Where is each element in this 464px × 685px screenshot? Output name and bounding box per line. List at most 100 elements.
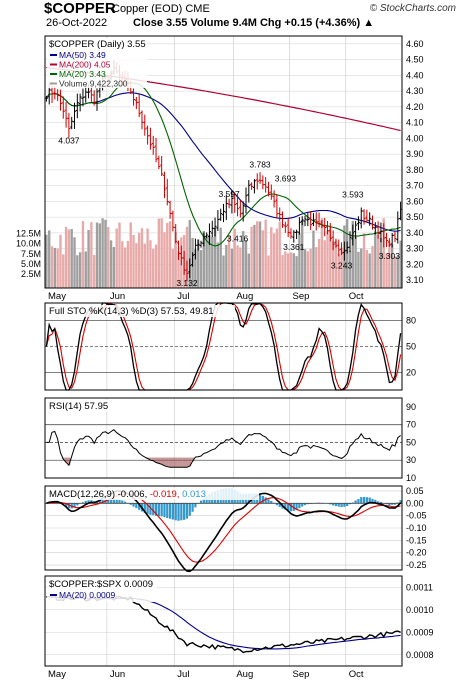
volume-bar — [267, 255, 270, 288]
volume-bar — [315, 247, 318, 288]
macd-histogram-bar — [76, 503, 79, 506]
price-panel-title: $COPPER (Daily) 3.55 — [49, 39, 146, 50]
volume-bar — [382, 218, 385, 288]
macd-histogram-bar — [371, 498, 374, 504]
macd-histogram-bar — [87, 500, 90, 504]
volume-bar — [143, 243, 146, 288]
volume-bar — [334, 240, 338, 288]
macd-tick-label: -0.20 — [406, 548, 427, 558]
macd-histogram-bar — [301, 503, 304, 507]
volume-bar — [298, 233, 301, 288]
price-annotation: 3.693 — [275, 174, 297, 184]
sto-panel-title: Full STO %K(14,3) %D(3) 57.53, 49.81 — [49, 306, 214, 317]
volume-bar — [137, 232, 141, 288]
rsi-oversold-fill — [160, 457, 164, 465]
volume-bar — [329, 226, 332, 288]
volume-bar — [174, 231, 177, 288]
volume-bar — [118, 222, 121, 288]
rsi-oversold-fill — [64, 457, 68, 463]
volume-bar — [323, 240, 326, 288]
volume-bar — [67, 229, 71, 288]
volume-bar — [121, 241, 124, 288]
volume-bar — [163, 232, 166, 288]
quote-date: 26-Oct-2022 — [46, 17, 108, 29]
volume-bar — [360, 248, 363, 288]
macd-histogram-bar — [152, 503, 155, 516]
volume-bar — [354, 236, 357, 288]
volume-bar — [376, 235, 380, 288]
macd-histogram-bar — [146, 503, 149, 514]
site-watermark: © StockCharts.com — [369, 3, 456, 14]
macd-histogram-bar — [129, 503, 132, 505]
rsi-tick-label: 90 — [406, 402, 416, 412]
price-tick-label: 4.00 — [406, 133, 424, 143]
legend-background — [47, 578, 157, 602]
volume-bar — [62, 254, 65, 288]
rs-ma-line — [46, 596, 401, 650]
volume-bar — [348, 250, 352, 288]
macd-histogram-bar — [303, 503, 307, 506]
macd-histogram-bar — [368, 497, 371, 504]
price-tick-label: 4.50 — [406, 55, 424, 65]
macd-histogram-bar — [278, 503, 281, 507]
rsi-oversold-fill — [165, 457, 169, 467]
rsi-oversold-fill — [171, 457, 175, 468]
volume-bar — [208, 234, 211, 288]
volume-bar — [177, 251, 180, 288]
volume-bar — [385, 253, 388, 288]
rsi-tick-label: 70 — [406, 420, 416, 430]
volume-bar — [331, 241, 335, 288]
rs-line — [46, 595, 401, 654]
price-tick-label: 4.60 — [406, 39, 424, 49]
volume-bar — [368, 253, 371, 288]
rsi-oversold-fill — [149, 457, 152, 461]
macd-histogram-bar — [346, 503, 349, 507]
legend-label: MA(50) 3.49 — [59, 50, 106, 60]
volume-bar — [261, 230, 265, 288]
volume-bar — [76, 255, 79, 288]
macd-histogram-bar — [194, 503, 197, 508]
rs-panel-title: $COPPER:$SPX 0.0009 — [49, 579, 153, 590]
macd-histogram-bar — [334, 503, 338, 507]
macd-histogram-bar — [166, 503, 169, 519]
volume-bar — [233, 228, 236, 288]
price-tick-label: 3.70 — [406, 181, 424, 191]
price-annotation: 3.416 — [227, 233, 249, 243]
volume-bar — [295, 256, 298, 288]
sto-tick-label: 20 — [406, 368, 416, 378]
macd-tick-label: -0.15 — [406, 535, 427, 545]
volume-bar — [53, 247, 57, 288]
macd-histogram-bar — [362, 496, 366, 504]
volume-bar — [393, 256, 397, 288]
volume-bar — [166, 222, 169, 288]
macd-histogram-bar — [163, 503, 166, 518]
volume-bar — [306, 251, 310, 288]
macd-histogram-bar — [374, 499, 377, 504]
macd-histogram-bar — [275, 503, 279, 506]
volume-bar — [160, 218, 163, 288]
price-tick-label: 3.10 — [406, 275, 424, 285]
volume-bar — [188, 220, 191, 288]
macd-histogram-bar — [135, 503, 138, 509]
volume-bar — [371, 246, 374, 288]
rsi-panel-title: RSI(14) 57.95 — [49, 401, 108, 412]
volume-bar — [123, 247, 127, 288]
macd-histogram-bar — [132, 503, 135, 507]
volume-bar — [48, 230, 51, 288]
price-annotation: 3.303 — [379, 251, 401, 261]
legend-background — [47, 38, 147, 88]
macd-histogram-bar — [289, 503, 293, 512]
macd-histogram-bar — [264, 497, 267, 504]
macd-histogram-bar — [379, 501, 383, 504]
volume-bar — [256, 221, 259, 288]
macd-histogram-bar — [261, 495, 264, 504]
macd-histogram-bar — [295, 503, 298, 511]
volume-bar — [140, 228, 144, 288]
rsi-oversold-fill — [157, 457, 161, 464]
price-tick-label: 3.90 — [406, 149, 424, 159]
macd-histogram-bar — [109, 498, 113, 504]
legend-background — [47, 488, 259, 500]
macd-histogram-bar — [393, 503, 397, 505]
rsi-tick-label: 10 — [406, 473, 416, 483]
price-tick-label: 4.40 — [406, 70, 424, 80]
